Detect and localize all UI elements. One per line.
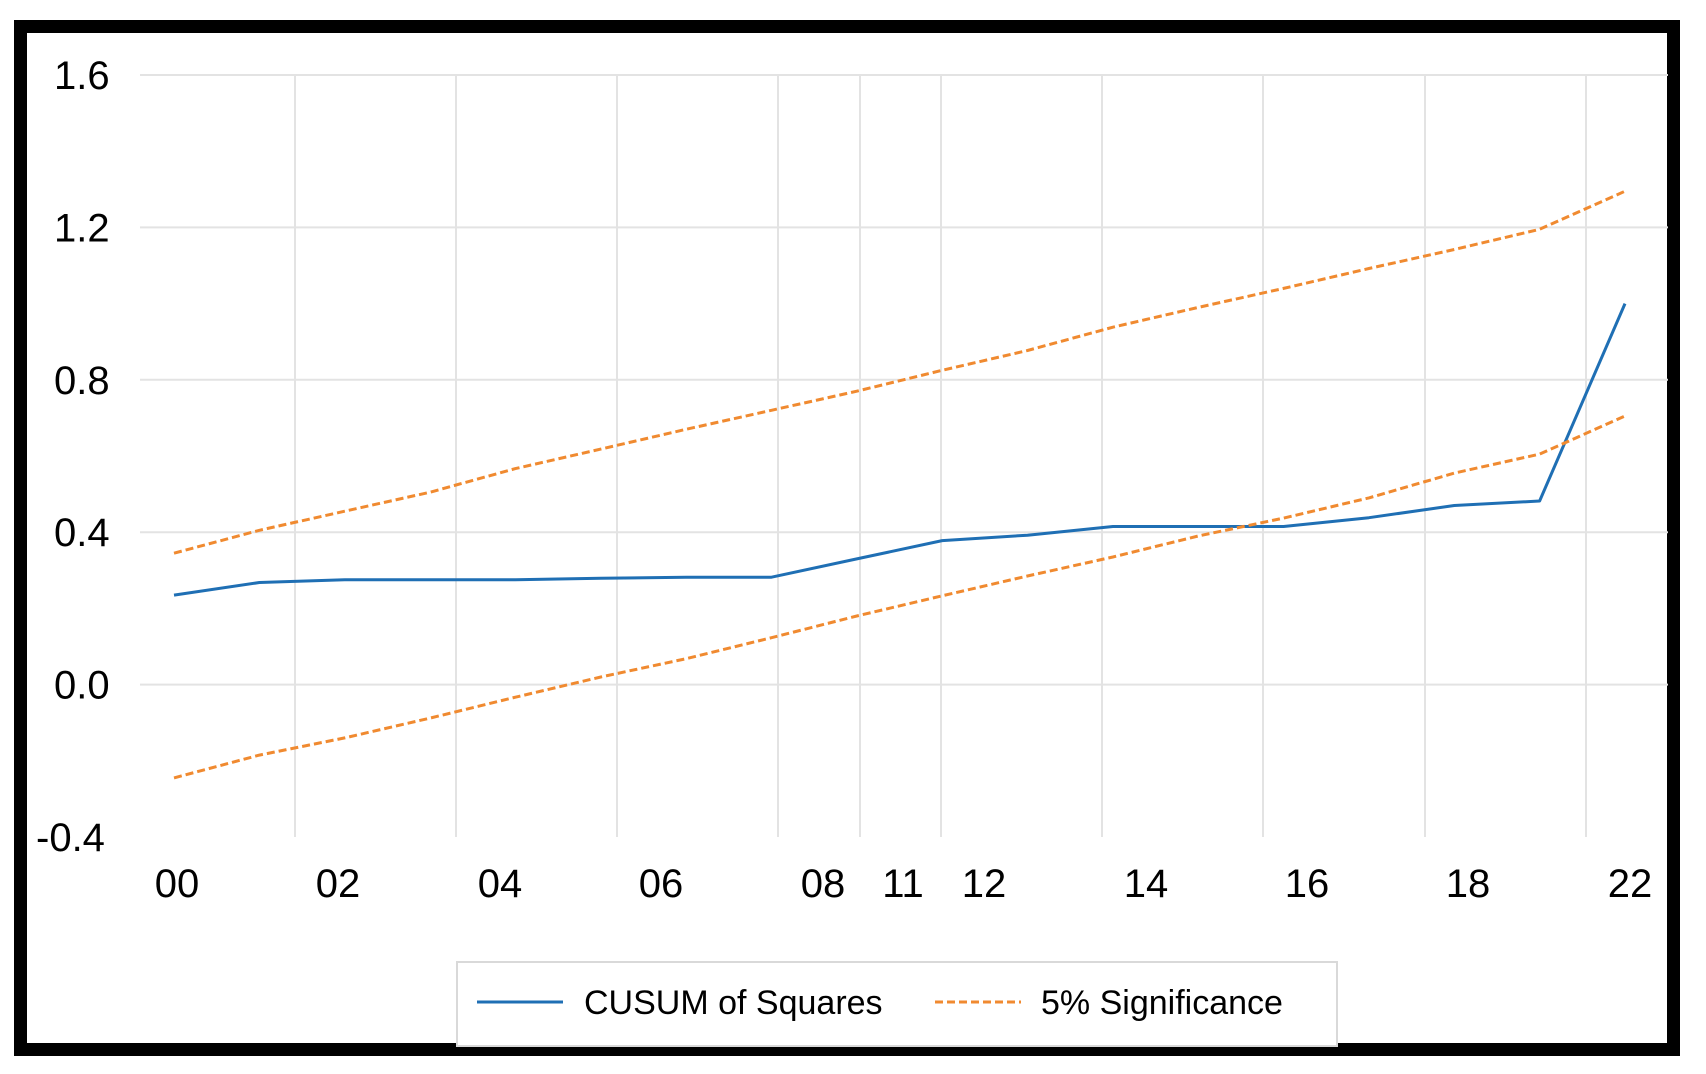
legend-box <box>456 961 1338 1047</box>
series-line-cusum <box>173 303 1627 597</box>
x-tick-label: 00 <box>155 862 200 906</box>
x-tick-label: 04 <box>478 862 523 906</box>
legend-label-significance: 5% Significance <box>1041 984 1283 1022</box>
y-tick-label: 1.6 <box>54 54 110 98</box>
x-tick-label: 11 <box>882 862 924 906</box>
y-tick-label: 1.2 <box>54 206 110 250</box>
x-tick-label: 02 <box>316 862 361 906</box>
x-tick-label: 22 <box>1608 862 1653 906</box>
y-tick-label: -0.4 <box>36 816 105 860</box>
legend-label-cusum: CUSUM of Squares <box>584 984 883 1022</box>
x-tick-label: 12 <box>962 862 1007 906</box>
x-tick-label: 16 <box>1285 862 1330 906</box>
y-tick-label: 0.0 <box>54 664 110 708</box>
legend: CUSUM of Squares 5% Significance <box>456 961 1338 1047</box>
x-tick-label: 08 <box>801 862 846 906</box>
x-tick-label: 18 <box>1446 862 1491 906</box>
y-axis-ticks: 1.6 1.2 0.8 0.4 0.0 -0.4 <box>36 54 110 860</box>
gridlines <box>140 74 1668 837</box>
series-line-upper-bound <box>173 189 1626 555</box>
series-line-lower-bound <box>173 414 1626 780</box>
x-tick-label: 06 <box>639 862 684 906</box>
x-tick-label: 14 <box>1124 862 1169 906</box>
y-tick-label: 0.4 <box>54 511 110 555</box>
series-lines <box>173 189 1627 780</box>
y-tick-label: 0.8 <box>54 359 110 403</box>
chart-frame <box>14 20 1680 1056</box>
x-axis-ticks: 00 02 04 06 08 11 12 14 16 18 22 <box>155 862 1653 906</box>
